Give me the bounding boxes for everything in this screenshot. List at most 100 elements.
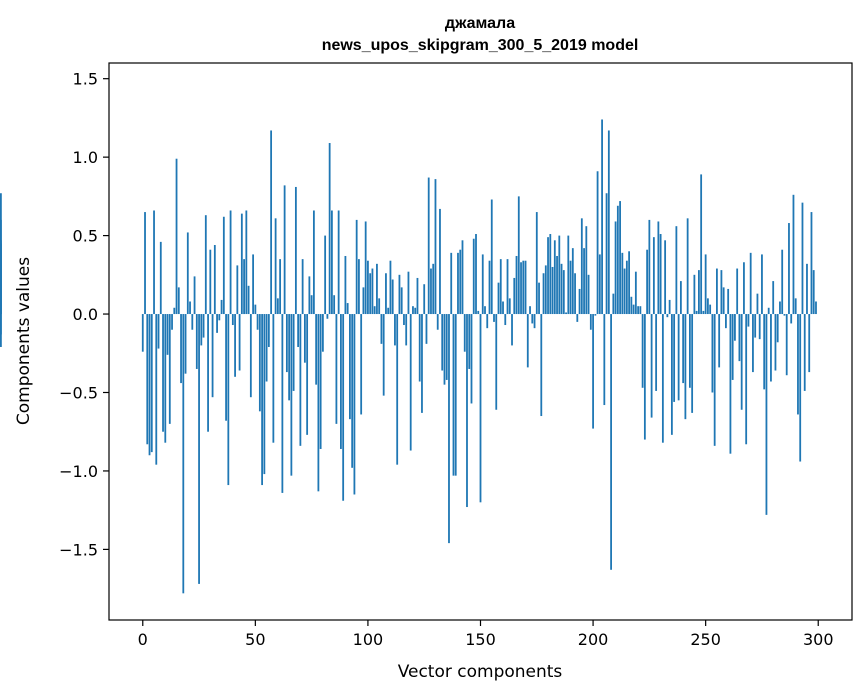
bar-159 <box>499 259 502 315</box>
bar-284 <box>781 249 784 315</box>
bar-30 <box>209 249 212 315</box>
bar-272 <box>754 314 757 338</box>
bar-112 <box>394 314 396 346</box>
bar-46 <box>245 210 248 315</box>
bar-131 <box>436 314 439 330</box>
bar-264 <box>736 268 739 315</box>
bar-274 <box>758 314 761 340</box>
bar-209 <box>612 293 615 315</box>
bar-162 <box>506 259 509 315</box>
bar-225 <box>648 219 651 315</box>
bar-134 <box>443 314 446 385</box>
bar-143 <box>463 314 466 352</box>
bar-165 <box>513 277 516 315</box>
bar-106 <box>380 314 383 344</box>
bar-247 <box>698 270 700 315</box>
bar-90 <box>344 255 347 315</box>
bar-290 <box>794 298 797 315</box>
y-tick-label: 1.0 <box>73 148 98 167</box>
y-tick-label: 0.0 <box>73 305 98 324</box>
bar-99 <box>364 221 367 315</box>
bar-43 <box>238 314 241 371</box>
bar-167 <box>517 196 520 315</box>
bar-251 <box>707 298 709 315</box>
bar-176 <box>538 282 540 315</box>
bar-241 <box>684 314 687 420</box>
bar-117 <box>405 314 408 346</box>
bar-155 <box>490 199 493 315</box>
bar-109 <box>387 307 390 315</box>
bar-32 <box>213 245 216 315</box>
bar-158 <box>497 282 500 315</box>
bar-170 <box>524 260 527 315</box>
bar-113 <box>396 314 399 465</box>
bar-33 <box>216 314 218 333</box>
bar-189 <box>567 235 570 315</box>
bar-81 <box>324 235 327 315</box>
bar-41 <box>234 314 236 377</box>
bar-104 <box>376 263 378 315</box>
bar-5 <box>153 210 155 315</box>
bar-226 <box>650 314 653 418</box>
bar-174 <box>533 314 536 329</box>
bar-67 <box>292 314 295 391</box>
bar-231 <box>661 314 664 443</box>
bar-88 <box>340 314 342 449</box>
bar-234 <box>668 299 671 315</box>
bar-177 <box>540 314 543 417</box>
bar-270 <box>749 252 752 315</box>
bar-246 <box>695 310 698 315</box>
bar-196 <box>583 248 585 315</box>
bar-267 <box>743 262 745 315</box>
bar-179 <box>544 265 547 315</box>
bar-150 <box>479 314 482 503</box>
bar-25 <box>198 314 200 584</box>
bar-215 <box>625 260 628 315</box>
bar-22 <box>191 314 194 330</box>
bar-233 <box>666 314 669 318</box>
bar-262 <box>731 314 734 380</box>
bar-195 <box>580 218 583 315</box>
bar-128 <box>430 268 432 315</box>
bar-258 <box>722 287 725 315</box>
bar-23 <box>193 276 196 315</box>
bar-152 <box>484 306 486 315</box>
bar-71 <box>301 259 304 315</box>
x-axis-ticks: 0 50 100 150 200 250 300 <box>138 620 834 649</box>
bar-6 <box>155 314 158 465</box>
bar-60 <box>276 298 279 315</box>
bar-94 <box>353 314 356 495</box>
bar-82 <box>326 314 329 319</box>
bar-202 <box>596 171 599 315</box>
bar-118 <box>407 271 410 315</box>
bar-185 <box>558 235 561 315</box>
bar-211 <box>616 205 619 315</box>
x-tick-label: 150 <box>465 630 496 649</box>
bar-193 <box>576 314 579 322</box>
bar-292 <box>799 314 802 462</box>
bar-280 <box>772 281 775 315</box>
bar-213 <box>621 252 624 315</box>
bar-164 <box>511 314 513 346</box>
bar-285 <box>783 314 786 316</box>
bar-269 <box>747 314 750 327</box>
bar-294 <box>803 314 806 391</box>
bar-15 <box>175 158 178 315</box>
bar-198 <box>587 274 590 315</box>
bar-68 <box>294 186 297 315</box>
bar-254 <box>713 314 716 446</box>
bar-26 <box>200 314 203 346</box>
bar-series <box>0 119 817 594</box>
bar-7 <box>157 314 160 349</box>
bar-205 <box>603 314 606 406</box>
bar-163 <box>508 298 511 315</box>
bar-276 <box>763 314 766 390</box>
bar-13 <box>171 314 173 330</box>
bar-124 <box>421 314 423 413</box>
bar-101 <box>369 273 372 315</box>
chart-title: джамала <box>445 15 515 32</box>
bar-89 <box>342 314 345 501</box>
bar-136 <box>448 314 450 544</box>
bar-244 <box>691 314 694 413</box>
bar-168 <box>520 262 522 315</box>
